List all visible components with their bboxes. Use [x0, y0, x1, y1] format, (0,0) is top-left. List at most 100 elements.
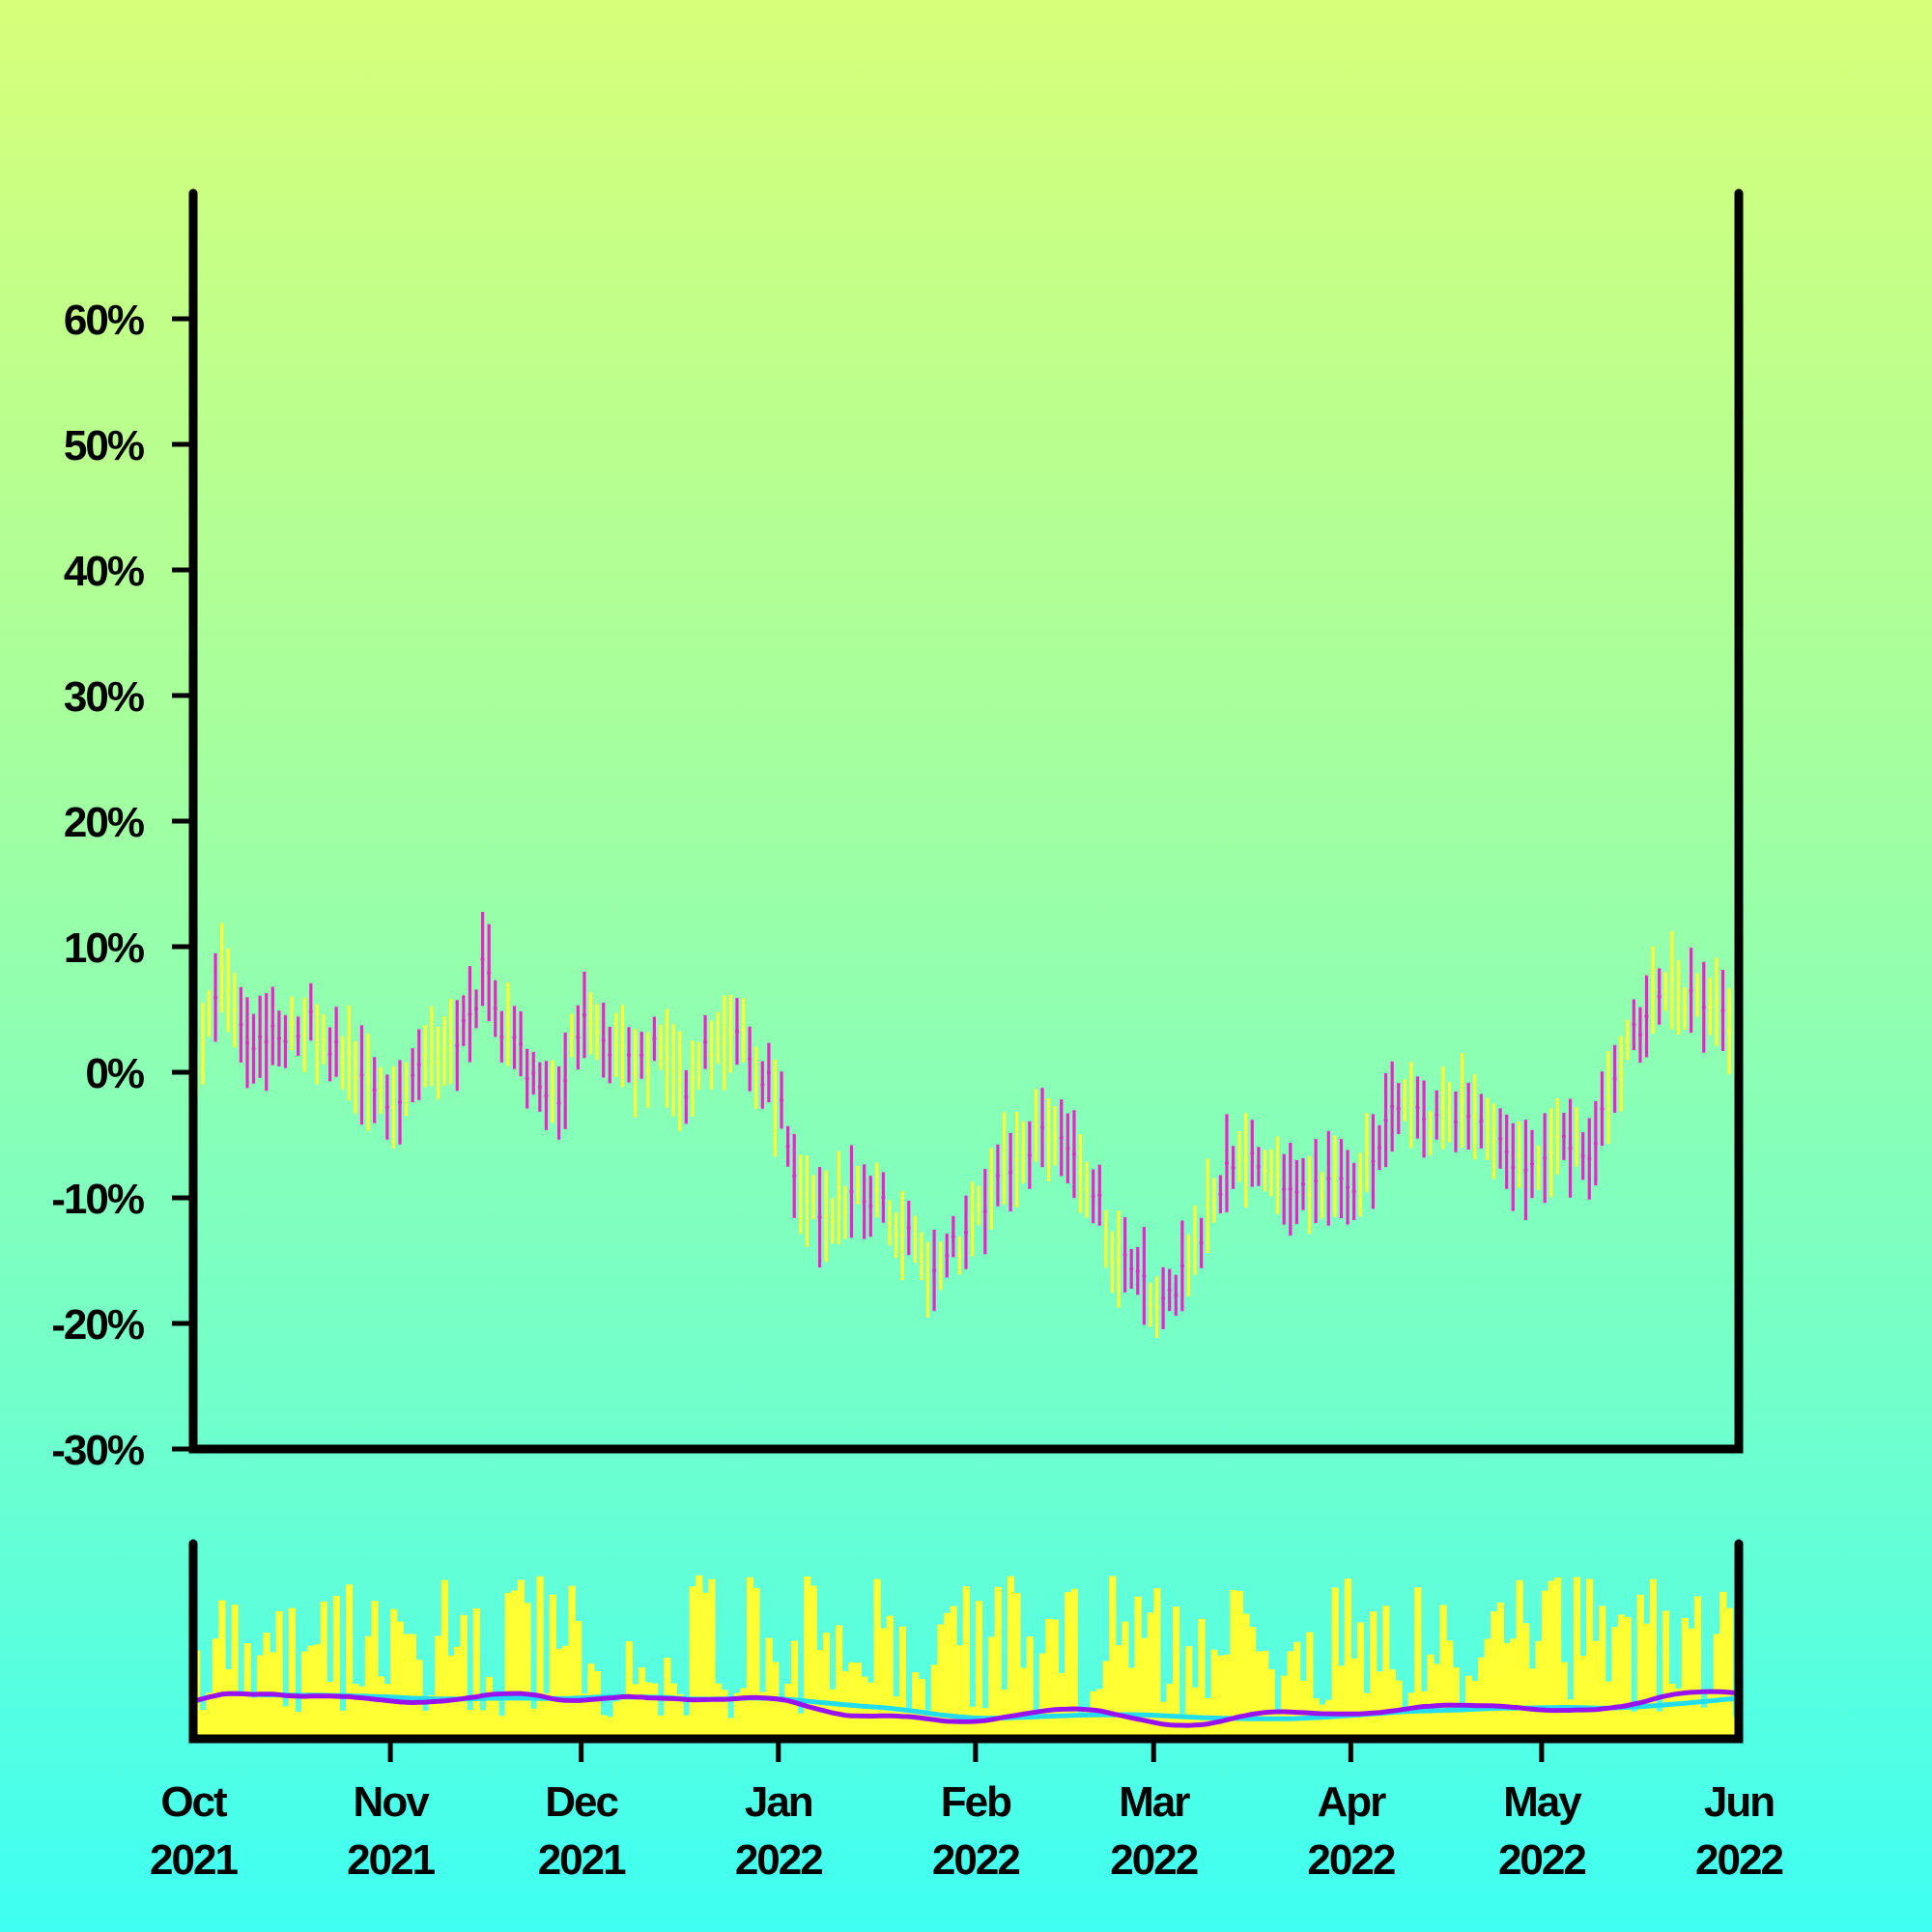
- volume-bar: [1662, 1610, 1670, 1739]
- volume-bar: [1433, 1663, 1441, 1739]
- volume-bar: [543, 1692, 551, 1739]
- x-tick-label-month: Oct: [160, 1778, 228, 1826]
- volume-bar: [339, 1710, 347, 1739]
- volume-bar: [797, 1713, 805, 1739]
- volume-bar: [714, 1683, 723, 1739]
- volume-bar: [1299, 1680, 1307, 1739]
- volume-bar: [1198, 1618, 1206, 1739]
- volume-bar: [1115, 1644, 1122, 1739]
- volume-bar: [250, 1697, 258, 1739]
- volume-bar: [224, 1669, 233, 1739]
- volume-bar: [1427, 1654, 1435, 1739]
- volume-bar: [1554, 1577, 1562, 1739]
- volume-bar: [1267, 1669, 1275, 1739]
- y-axis-tick-labels: -30% -20% -10% 0% 10% 20% 30% 40% 50% 60%: [51, 297, 146, 1474]
- volume-bar: [352, 1684, 359, 1739]
- volume-bar: [1065, 1592, 1072, 1739]
- volume-bar: [1109, 1576, 1117, 1739]
- volume-bar: [753, 1587, 760, 1739]
- volume-bar: [1083, 1707, 1091, 1739]
- volume-bar: [435, 1635, 442, 1739]
- volume-bar: [619, 1697, 627, 1739]
- volume-bar: [822, 1633, 831, 1739]
- price-axes-frame: [188, 188, 1744, 1454]
- volume-bar: [1166, 1683, 1174, 1739]
- x-axis-tick-labels: Oct 2021 Nov 2021 Dec 2021 Jan 2022 Feb 2022 Mar 20…: [150, 1778, 1784, 1884]
- volume-bar: [1725, 1607, 1734, 1739]
- volume-bar: [1528, 1668, 1536, 1739]
- x-axis-ticks: [387, 1739, 1545, 1762]
- volume-bar: [1719, 1591, 1727, 1739]
- volume-bar: [479, 1710, 487, 1739]
- volume-bar: [638, 1667, 646, 1739]
- volume-bar: [1236, 1590, 1244, 1739]
- volume-bar: [1478, 1657, 1486, 1739]
- y-tick-label: -10%: [51, 1176, 144, 1223]
- volume-bar: [358, 1686, 366, 1739]
- volume-bar: [231, 1605, 239, 1739]
- volume-bar: [307, 1645, 315, 1739]
- volume-bar: [1344, 1578, 1351, 1739]
- volume-bar: [1585, 1578, 1594, 1739]
- volume-bar: [364, 1635, 372, 1739]
- volume-bar: [721, 1690, 728, 1739]
- volume-bar: [1242, 1613, 1250, 1739]
- volume-bar: [905, 1712, 913, 1739]
- volume-bar: [1617, 1614, 1626, 1739]
- x-tick-label-year: 2022: [735, 1836, 822, 1884]
- volume-bar: [288, 1607, 296, 1739]
- volume-bar: [1522, 1623, 1530, 1739]
- y-tick-label: 10%: [64, 924, 144, 972]
- volume-bar: [804, 1576, 811, 1739]
- volume-bar: [746, 1577, 754, 1739]
- volume-bar: [422, 1710, 430, 1739]
- volume-bar: [1624, 1616, 1632, 1739]
- volume-bar: [1681, 1617, 1689, 1739]
- volume-bar: [320, 1601, 327, 1739]
- y-tick-label: -30%: [51, 1427, 144, 1474]
- volume-bar: [314, 1644, 322, 1739]
- volume-bar: [1141, 1637, 1149, 1739]
- volume-bar: [568, 1585, 576, 1739]
- volume-bar: [377, 1676, 385, 1739]
- volume-bar: [1306, 1632, 1314, 1739]
- x-tick-label-year: 2021: [538, 1836, 626, 1884]
- volume-bar: [1560, 1662, 1568, 1739]
- volume-bar: [962, 1586, 970, 1739]
- volume-bar: [332, 1595, 341, 1739]
- volume-bar: [327, 1682, 334, 1739]
- volume-bar: [701, 1592, 709, 1739]
- volume-bar: [1668, 1683, 1676, 1739]
- x-tick-label-year: 2021: [150, 1836, 238, 1884]
- volume-bar: [956, 1645, 964, 1739]
- volume-bar: [1191, 1687, 1199, 1739]
- volume-bar: [199, 1709, 207, 1739]
- volume-bar: [1007, 1576, 1014, 1739]
- volume-bar: [765, 1637, 773, 1739]
- volume-bar: [561, 1645, 570, 1739]
- volume-bar: [1255, 1651, 1263, 1739]
- volume-bar: [880, 1628, 888, 1739]
- volume-bar: [1541, 1590, 1549, 1739]
- volume-bar: [1592, 1640, 1600, 1739]
- volume-bar: [898, 1626, 907, 1739]
- volume-bar: [1230, 1589, 1237, 1739]
- volume-bar: [975, 1601, 983, 1739]
- volume-bar: [581, 1693, 588, 1739]
- volume-bar: [524, 1603, 531, 1739]
- volume-bar: [555, 1648, 563, 1739]
- volume-bar: [1402, 1708, 1409, 1739]
- volume-bar: [282, 1706, 290, 1739]
- volume-bar: [1172, 1606, 1180, 1739]
- volume-bar: [517, 1579, 525, 1739]
- volume-bar: [1153, 1588, 1161, 1739]
- x-tick-label-year: 2022: [1307, 1836, 1394, 1884]
- volume-bar: [409, 1634, 417, 1739]
- volume-bar: [1446, 1640, 1454, 1739]
- volume-bar: [790, 1640, 799, 1739]
- y-tick-label: 60%: [64, 297, 144, 344]
- volume-bar: [1631, 1711, 1638, 1739]
- volume-bar: [243, 1643, 251, 1739]
- volume-bar: [651, 1683, 659, 1739]
- volume-bar: [1122, 1621, 1129, 1739]
